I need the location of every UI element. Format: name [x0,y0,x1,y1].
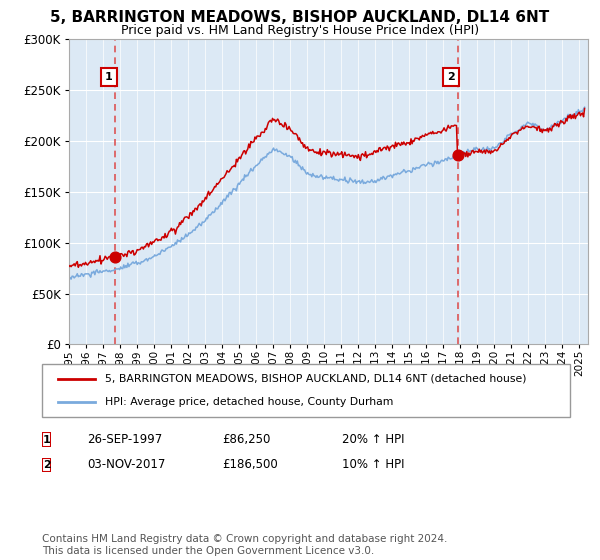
Text: Price paid vs. HM Land Registry's House Price Index (HPI): Price paid vs. HM Land Registry's House … [121,24,479,37]
Text: 2: 2 [43,460,50,470]
Point [110,252,120,261]
Text: 1: 1 [43,435,50,445]
Text: £186,500: £186,500 [222,458,278,472]
FancyBboxPatch shape [42,364,570,417]
Text: Contains HM Land Registry data © Crown copyright and database right 2024.
This d: Contains HM Land Registry data © Crown c… [42,534,448,556]
Text: 26-SEP-1997: 26-SEP-1997 [87,433,162,446]
FancyBboxPatch shape [42,432,52,447]
Text: 10% ↑ HPI: 10% ↑ HPI [342,458,404,472]
Point [453,150,463,159]
Text: 03-NOV-2017: 03-NOV-2017 [87,458,166,472]
FancyBboxPatch shape [42,458,52,472]
Text: 5, BARRINGTON MEADOWS, BISHOP AUCKLAND, DL14 6NT: 5, BARRINGTON MEADOWS, BISHOP AUCKLAND, … [50,10,550,25]
Text: HPI: Average price, detached house, County Durham: HPI: Average price, detached house, Coun… [106,397,394,407]
Text: 1: 1 [105,72,113,82]
Text: 20% ↑ HPI: 20% ↑ HPI [342,433,404,446]
Text: 2: 2 [448,72,455,82]
Text: 5, BARRINGTON MEADOWS, BISHOP AUCKLAND, DL14 6NT (detached house): 5, BARRINGTON MEADOWS, BISHOP AUCKLAND, … [106,374,527,384]
Text: £86,250: £86,250 [222,433,271,446]
